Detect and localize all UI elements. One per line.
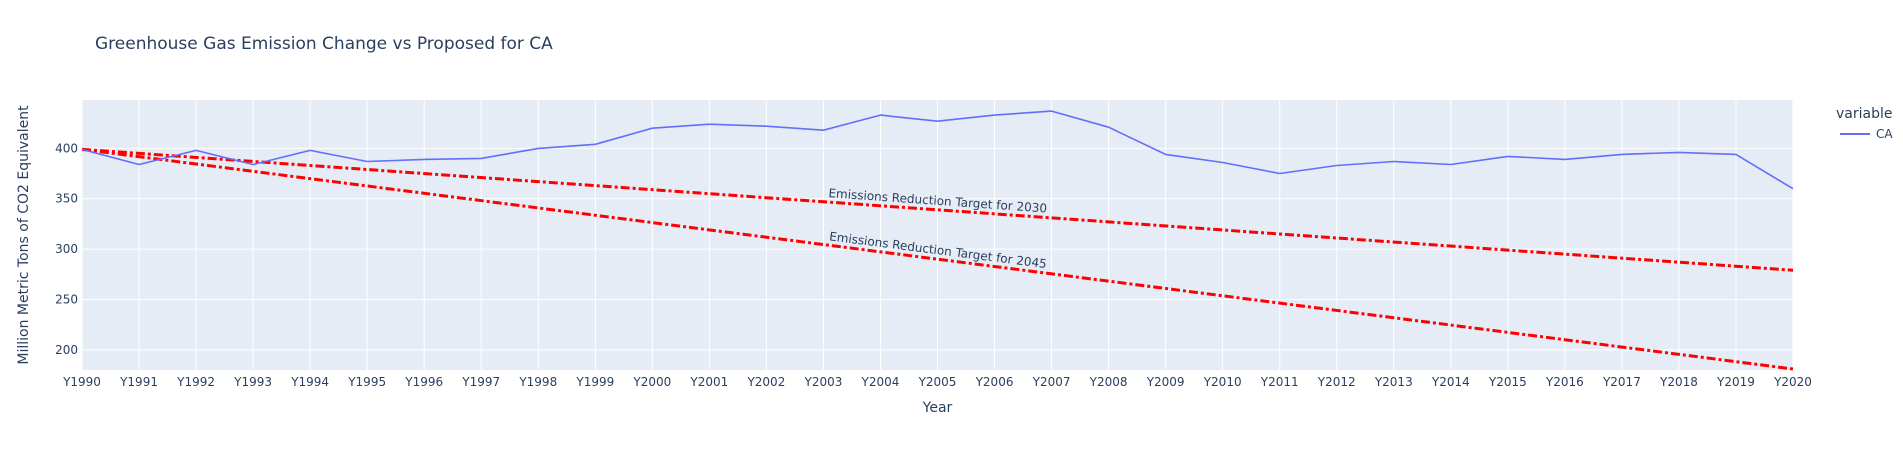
- x-tick-label: Y2013: [1374, 375, 1413, 389]
- y-tick-label: 400: [55, 141, 78, 155]
- x-tick-label: Y2020: [1773, 375, 1812, 389]
- x-axis-label: Year: [922, 400, 953, 416]
- chart-title: Greenhouse Gas Emission Change vs Propos…: [95, 34, 553, 54]
- legend-label: CA: [1876, 127, 1893, 141]
- y-axis-ticks: 200 250 300 350 400: [55, 141, 78, 356]
- x-tick-label: Y2010: [1203, 375, 1242, 389]
- target-line: [81, 147, 1794, 272]
- x-tick-label: Y2008: [1089, 375, 1128, 389]
- legend-items: CA: [1840, 127, 1893, 141]
- x-tick-label: Y1995: [347, 375, 386, 389]
- x-tick-label: Y1998: [518, 375, 557, 389]
- y-tick-label: 200: [55, 343, 78, 357]
- y-axis-label: Million Metric Tons of CO2 Equivalent: [16, 105, 32, 365]
- x-tick-label: Y2007: [1032, 375, 1071, 389]
- x-tick-label: Y2009: [1146, 375, 1185, 389]
- series-line-ca: [81, 110, 1794, 190]
- x-axis-ticks: Y1990 Y1991 Y1992 Y1993 Y1994 Y1995 Y1996 Y1997…: [62, 375, 1812, 389]
- x-tick-label: Y2018: [1659, 375, 1698, 389]
- x-tick-label: Y2005: [918, 375, 957, 389]
- series-lines: [81, 110, 1794, 190]
- x-tick-label: Y1991: [119, 375, 158, 389]
- x-tick-label: Y2015: [1488, 375, 1527, 389]
- x-tick-label: Y2001: [689, 375, 728, 389]
- x-tick-label: Y1994: [290, 375, 329, 389]
- x-tick-label: Y2014: [1431, 375, 1470, 389]
- x-tick-label: Y2012: [1317, 375, 1356, 389]
- y-tick-label: 350: [55, 192, 78, 206]
- x-tick-label: Y1992: [176, 375, 215, 389]
- x-tick-label: Y2004: [861, 375, 900, 389]
- x-tick-label: Y1990: [62, 375, 101, 389]
- legend-title: variable: [1836, 106, 1892, 122]
- y-tick-label: 250: [55, 292, 78, 306]
- x-tick-label: Y2016: [1545, 375, 1584, 389]
- x-tick-label: Y1999: [575, 375, 614, 389]
- x-tick-label: Y2011: [1260, 375, 1299, 389]
- y-tick-label: 300: [55, 242, 78, 256]
- x-tick-label: Y2002: [746, 375, 785, 389]
- x-tick-label: Y1993: [233, 375, 272, 389]
- x-tick-label: Y2019: [1716, 375, 1755, 389]
- x-tick-label: Y2006: [975, 375, 1014, 389]
- x-tick-label: Y2000: [632, 375, 671, 389]
- target-lines: [81, 147, 1794, 371]
- x-tick-label: Y2003: [803, 375, 842, 389]
- x-tick-label: Y1997: [461, 375, 500, 389]
- x-tick-label: Y2017: [1602, 375, 1641, 389]
- gridlines: [81, 100, 1794, 370]
- x-tick-label: Y1996: [404, 375, 443, 389]
- legend: variable CA: [1836, 106, 1893, 141]
